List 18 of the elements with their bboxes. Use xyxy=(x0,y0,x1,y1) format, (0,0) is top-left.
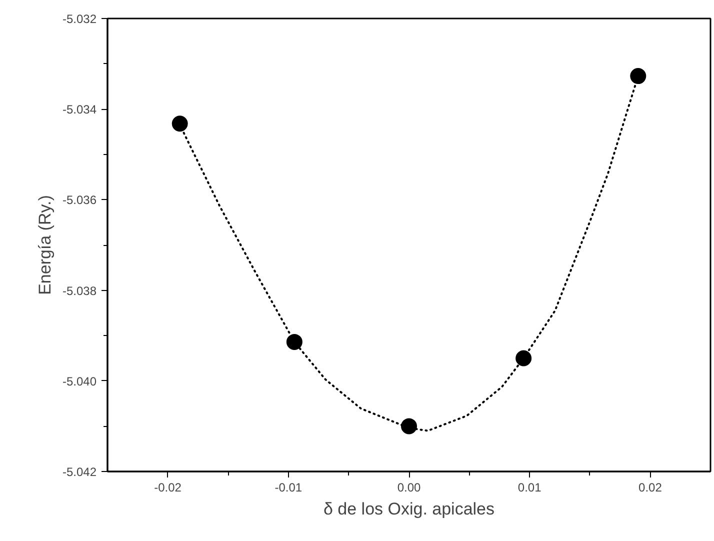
y-axis-title: Energía (Ry.) xyxy=(35,195,54,295)
y-tick-label: -5.032 xyxy=(62,12,97,26)
x-tick-label: -0.02 xyxy=(154,480,182,494)
y-tick-label: -5.034 xyxy=(62,102,97,117)
point xyxy=(630,68,646,84)
point xyxy=(401,418,417,434)
point xyxy=(172,116,188,132)
x-axis-title: δ de los Oxig. apicales xyxy=(323,500,495,518)
y-tick-label: -5.038 xyxy=(62,284,97,298)
y-tick-label: -5.040 xyxy=(62,374,97,388)
point xyxy=(286,334,302,350)
x-tick-label: 0.02 xyxy=(638,480,662,494)
x-tick-label: 0.00 xyxy=(397,480,422,494)
y-tick-label: -5.036 xyxy=(62,193,97,208)
x-tick-label: 0.01 xyxy=(518,480,542,494)
point xyxy=(516,350,532,366)
x-tick-label: -0.01 xyxy=(274,480,302,494)
y-tick-label: -5.042 xyxy=(62,465,97,479)
